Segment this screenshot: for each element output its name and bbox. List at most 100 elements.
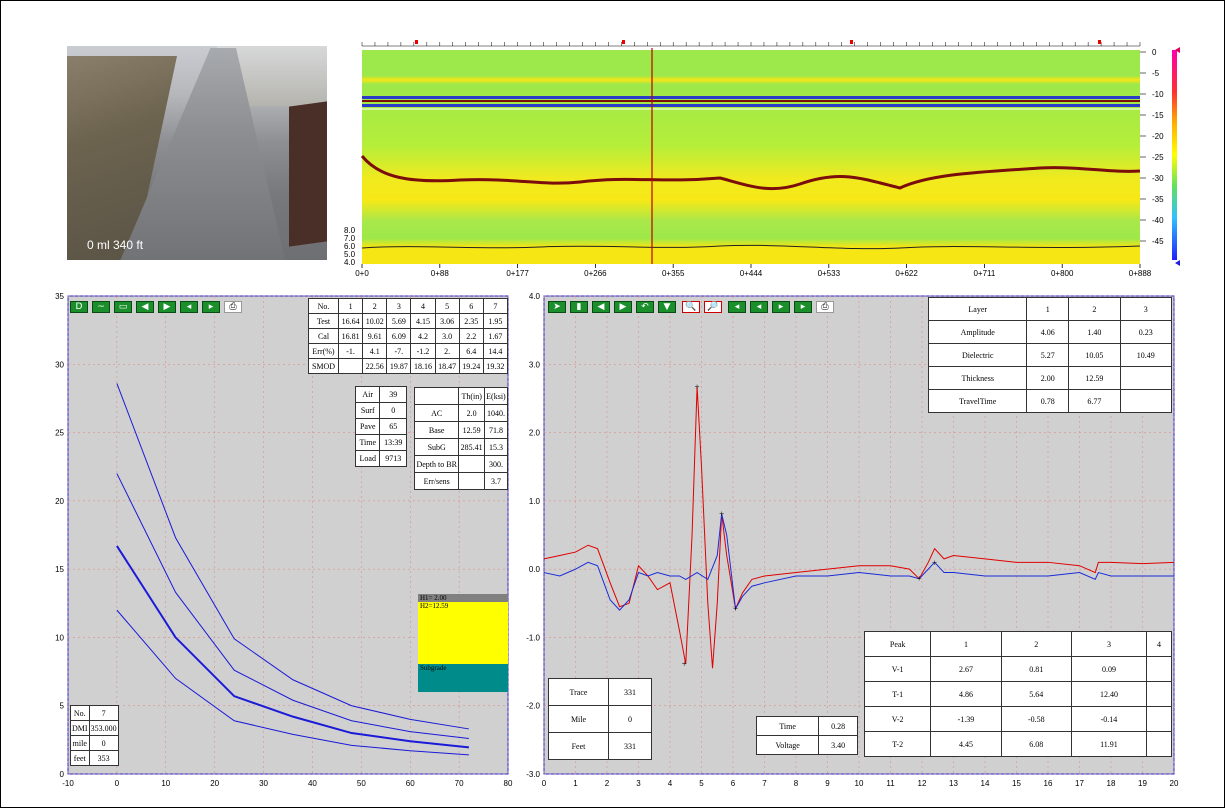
backcalc-cell: 300. [483, 455, 509, 473]
peak-cell: 4 [1145, 631, 1173, 657]
peak-cell: -1.39 [930, 706, 1002, 732]
x-tick-label: 20 [210, 779, 219, 788]
deflection-results-cell: 4 [410, 298, 436, 314]
print-icon[interactable]: ⎙ [224, 301, 242, 313]
x-tick-label: 50 [357, 779, 366, 788]
zoom-out-icon[interactable]: 🔎 [704, 301, 722, 313]
layer-properties-cell [1119, 389, 1173, 413]
peak-marker[interactable]: + [719, 509, 724, 519]
back-icon[interactable]: ◀ [592, 301, 610, 313]
layer-properties-cell: 5.27 [1026, 343, 1070, 367]
peak-cell: 4.45 [930, 731, 1002, 757]
deflection-results-row: No. 1 2 3 4 5 6 7 [307, 298, 509, 314]
deflection-series [116, 383, 469, 756]
deflection-results-row: Cal 16.81 9.61 6.09 4.2 3.0 2.2 1.67 [307, 328, 509, 344]
undo-icon[interactable]: ↶ [636, 301, 654, 313]
backcalc-cell: 1040. [483, 404, 509, 422]
gpr-left-label: 8.0 [344, 226, 356, 235]
backcalc-cell: 71.8 [483, 421, 509, 439]
conditions-row: Time 13:39 [354, 434, 407, 451]
color-bar-top-marker[interactable] [1175, 47, 1180, 53]
gpr-x-tick-label: 0+444 [740, 269, 763, 278]
backcalc-row: AC 2.0 1040. [413, 404, 509, 422]
first-icon[interactable]: ◂ [728, 301, 746, 313]
peak-marker[interactable]: + [932, 558, 937, 568]
deflection-results-cell: 2.35 [458, 313, 484, 329]
trace-row: Feet 331 [548, 732, 653, 760]
peak-cell: 2.67 [930, 656, 1002, 682]
prev-icon[interactable]: ◂ [180, 301, 198, 313]
conditions-table: Air 39 Surf 0 Pave 65 Time 13:39 Load 9713 [354, 386, 407, 467]
print-icon[interactable]: ⎙ [816, 301, 834, 313]
x-tick-label: 70 [455, 779, 464, 788]
peak-cell: -0.14 [1070, 706, 1147, 732]
table-icon[interactable]: ▭ [114, 301, 132, 313]
marker-icon[interactable]: ▮ [570, 301, 588, 313]
peak-table: Peak 1 2 3 4 V-1 2.67 0.81 0.09 T-1 4.86 5.64 12.40 V… [863, 631, 1173, 757]
backcalc-cell [413, 387, 460, 405]
fit-icon[interactable]: ▼ [658, 301, 676, 313]
deflection-results-cell: Cal [307, 328, 340, 344]
play-icon[interactable]: ▸ [772, 301, 790, 313]
peak-cell: 4.86 [930, 681, 1002, 707]
backcalc-cell: Base [413, 421, 460, 439]
y-tick-label: -2.0 [526, 702, 540, 711]
deflection-results-cell: No. [307, 298, 340, 314]
color-bar-bottom-marker[interactable] [1175, 260, 1180, 266]
conditions-cell: Surf [354, 402, 381, 419]
peak-row: T-1 4.86 5.64 12.40 [863, 681, 1173, 707]
peak-marker[interactable]: + [695, 382, 700, 392]
y-tick-label: 25 [55, 429, 64, 438]
gpr-left-label: 5.0 [344, 250, 356, 259]
gpr-marker[interactable] [622, 40, 625, 44]
backcalc-table: Th(in) E(ksi) AC 2.0 1040. Base 12.59 71.8 SubG 2… [413, 387, 509, 490]
layer-properties-cell [1119, 366, 1173, 390]
time-voltage-table: Time 0.28 Voltage 3.40 [755, 716, 858, 755]
trace-cell: Trace [548, 678, 609, 706]
trough-marker[interactable]: + [682, 659, 687, 669]
forward-icon[interactable]: ▶ [614, 301, 632, 313]
next-icon[interactable]: ▸ [202, 301, 220, 313]
gpr-marker[interactable] [850, 40, 853, 44]
gpr-marker[interactable] [1098, 40, 1101, 44]
x-tick-label: -10 [62, 779, 74, 788]
x-tick-label: 19 [1138, 779, 1147, 788]
peak-cell: 6.08 [1000, 731, 1072, 757]
trough-marker[interactable]: + [917, 574, 922, 584]
gpr-image [362, 50, 1140, 264]
export-icon[interactable]: ➤ [548, 301, 566, 313]
forward-icon[interactable]: ▶ [158, 301, 176, 313]
trough-marker[interactable]: + [733, 604, 738, 614]
wave-icon[interactable]: ~ [92, 301, 110, 313]
deflection-results-cell: 1 [338, 298, 364, 314]
x-tick-label: 40 [308, 779, 317, 788]
deflection-results-cell: 2 [362, 298, 388, 314]
deflection-results-cell: Err(%) [307, 343, 340, 359]
deflection-results-cell: 5 [434, 298, 460, 314]
gpr-radargram[interactable]: 0+0 0+88 0+177 0+266 0+355 0+444 0+533 0+622 0+7… [340, 38, 1190, 278]
conditions-cell: 65 [379, 418, 407, 435]
deflection-results-row: Test 16.64 10.02 5.69 4.15 3.06 2.35 1.95 [307, 313, 509, 329]
station-row: DMI 353.000 [70, 720, 119, 736]
peak-cell: 11.91 [1070, 731, 1147, 757]
deflection-results-cell: 3 [386, 298, 412, 314]
deflection-results-cell: 6.09 [386, 328, 412, 344]
gpr-marker[interactable] [415, 40, 418, 44]
next-icon[interactable]: ▸ [794, 301, 812, 313]
back-icon[interactable]: ◀ [136, 301, 154, 313]
deflection-results-cell: 6 [458, 298, 484, 314]
y-tick-label: 0.0 [529, 565, 541, 574]
trace-table: Trace 331 Mile 0 Feet 331 [548, 678, 653, 760]
y-tick-label: 1.0 [529, 497, 541, 506]
deflection-results-cell: SMOD [307, 358, 340, 374]
conditions-row: Air 39 [354, 386, 407, 403]
x-tick-label: 15 [1012, 779, 1021, 788]
zoom-in-icon[interactable]: 🔍 [682, 301, 700, 313]
prev-icon[interactable]: ◂ [750, 301, 768, 313]
conditions-cell: Air [354, 386, 381, 403]
layer-properties-cell: 10.05 [1068, 343, 1121, 367]
deflection-icon[interactable]: D [70, 301, 88, 313]
conditions-cell: 9713 [379, 450, 407, 467]
gpr-depth-label: -5 [1152, 69, 1160, 78]
